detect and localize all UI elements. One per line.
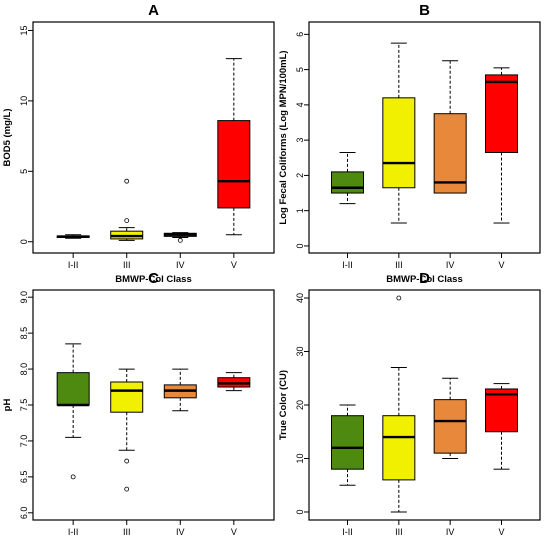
y-tick-label: 40 <box>295 293 305 303</box>
x-tick-label: I-II <box>68 260 79 270</box>
outlier-point <box>124 218 130 224</box>
panel-letter: A <box>148 2 159 19</box>
y-tick-label: 8.5 <box>19 327 29 340</box>
x-tick-label: V <box>231 260 237 270</box>
panel-letter: D <box>419 270 430 287</box>
y-tick-label: 8.0 <box>19 363 29 376</box>
outlier-point <box>124 178 130 184</box>
box-body <box>485 388 518 433</box>
x-tick-label: III <box>123 260 131 270</box>
y-tick-label: 6.0 <box>19 507 29 520</box>
y-tick-label: 9.0 <box>19 291 29 304</box>
x-tick-label: I-II <box>342 527 353 537</box>
box-body <box>382 97 416 189</box>
box-body <box>110 381 144 413</box>
outlier-point <box>70 474 76 480</box>
y-tick-label: 3 <box>295 138 305 143</box>
outlier-point <box>177 237 183 243</box>
y-tick-label: 0 <box>295 243 305 248</box>
y-tick-label: 10 <box>295 453 305 463</box>
y-tick-label: 20 <box>295 400 305 410</box>
plot-frame <box>32 289 275 521</box>
x-tick-label: IV <box>446 260 455 270</box>
x-tick-label: IV <box>176 527 185 537</box>
x-tick-label: I-II <box>68 527 79 537</box>
x-axis-label: BMWP-Col Class <box>115 274 192 285</box>
box-body <box>331 171 364 194</box>
y-tick-label: 2 <box>295 173 305 178</box>
box-body <box>433 399 467 454</box>
x-tick-label: IV <box>446 527 455 537</box>
plot-frame <box>308 289 541 521</box>
box-body <box>382 415 416 481</box>
x-tick-label: V <box>231 527 237 537</box>
y-tick-label: 7.0 <box>19 435 29 448</box>
y-tick-label: 5 <box>19 169 29 174</box>
x-tick-label: III <box>395 260 403 270</box>
x-tick-label: III <box>123 527 131 537</box>
x-tick-label: V <box>498 527 504 537</box>
x-tick-label: V <box>498 260 504 270</box>
outlier-point <box>396 295 402 301</box>
y-axis-label: True Color (CU) <box>278 370 289 440</box>
x-tick-label: IV <box>176 260 185 270</box>
y-axis-label: pH <box>2 399 13 412</box>
y-tick-label: 30 <box>295 347 305 357</box>
panel-letter: C <box>148 270 159 287</box>
y-tick-label: 1 <box>295 208 305 213</box>
box-body <box>331 415 364 470</box>
y-tick-label: 6 <box>295 32 305 37</box>
x-axis-label: BMWP-Col Class <box>386 274 463 285</box>
box-body <box>485 74 518 153</box>
y-axis-label: BOD5 (mg/L) <box>2 108 13 166</box>
box-body <box>433 113 467 194</box>
y-tick-label: 0 <box>19 239 29 244</box>
y-tick-label: 0 <box>295 509 305 514</box>
x-tick-label: III <box>395 527 403 537</box>
box-body <box>56 372 90 406</box>
y-tick-label: 15 <box>19 25 29 35</box>
y-axis-label: Log Fecal Coliforms (Log MPN/100mL) <box>278 50 289 224</box>
panel-letter: B <box>419 2 430 19</box>
y-tick-label: 10 <box>19 96 29 106</box>
y-tick-label: 4 <box>295 102 305 107</box>
y-tick-label: 5 <box>295 67 305 72</box>
outlier-point <box>124 458 130 464</box>
y-tick-label: 6.5 <box>19 471 29 484</box>
plot-frame <box>32 21 275 254</box>
box-body <box>217 120 251 209</box>
outlier-point <box>124 486 130 492</box>
plot-frame <box>308 21 541 254</box>
x-tick-label: I-II <box>342 260 353 270</box>
y-tick-label: 7.5 <box>19 399 29 412</box>
